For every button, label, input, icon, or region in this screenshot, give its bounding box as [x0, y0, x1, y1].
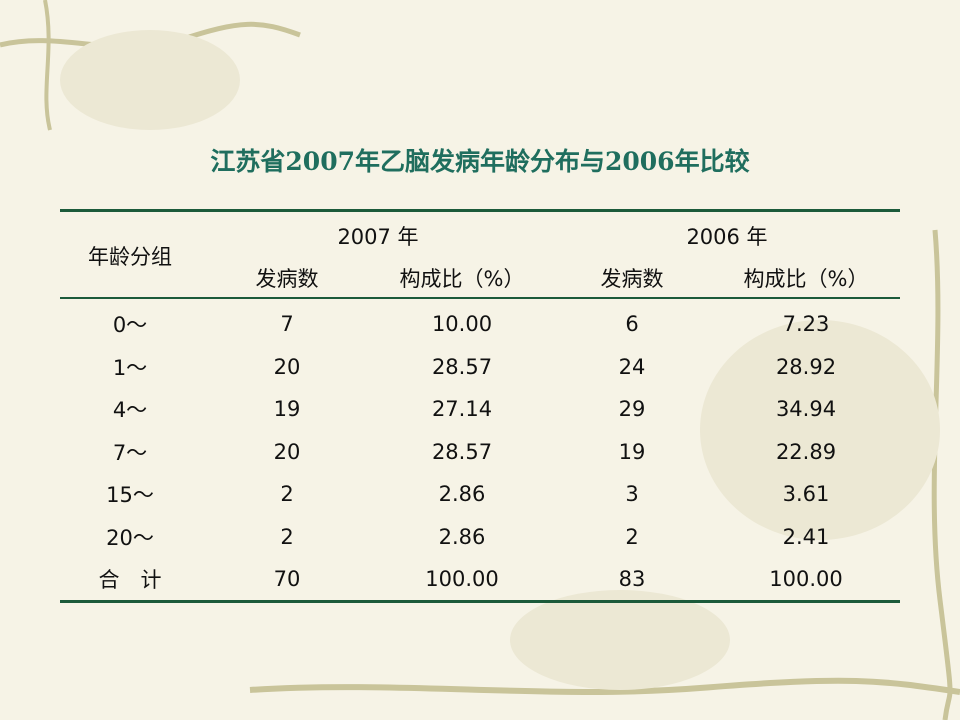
table-cell: 83: [618, 567, 646, 591]
table-cell: 19: [618, 439, 646, 464]
table-cell: 7.23: [782, 312, 830, 336]
table-cell: 7: [280, 312, 294, 336]
table-cell: 27.14: [431, 397, 493, 421]
sub-header: 构成比（%）: [743, 267, 869, 291]
flower-shadow: [60, 30, 240, 130]
table-cell: 28.92: [775, 354, 837, 379]
table-cell: 24: [618, 354, 646, 379]
table-cell: 2.86: [438, 524, 486, 549]
vine: [931, 229, 953, 720]
group-header: 2007 年: [337, 225, 419, 249]
age-group: 1～: [112, 355, 148, 380]
slide-title: 江苏省2007年乙脑发病年龄分布与2006年比较: [210, 147, 750, 176]
sub-header: 发病数: [255, 267, 319, 291]
table-cell: 22.89: [775, 439, 837, 464]
table-cell: 2: [625, 524, 639, 549]
table-header-rule: [60, 297, 900, 299]
table-cell: 2.86: [438, 482, 486, 506]
group-header: 2006 年: [686, 225, 768, 249]
age-group: 0～: [112, 313, 148, 337]
table-cell: 100.00: [769, 567, 843, 591]
sub-header: 构成比（%）: [399, 267, 525, 291]
age-group: 4～: [112, 398, 148, 422]
table-cell: 3.61: [782, 482, 830, 506]
table-cell: 2: [280, 482, 294, 506]
age-group: 20～: [106, 525, 154, 550]
table-cell: 10.00: [431, 312, 493, 336]
table-bottom-rule: [60, 600, 900, 603]
age-header: 年龄分组: [88, 245, 172, 269]
vine: [43, 0, 52, 131]
age-group: 7～: [112, 440, 148, 465]
table-cell: 20: [273, 439, 301, 464]
flower-shadow: [510, 590, 730, 690]
table-cell: 6: [625, 312, 639, 336]
flower-shadow: [700, 320, 940, 540]
table-cell: 19: [273, 397, 301, 421]
table-cell: 70: [273, 567, 301, 591]
vine: [249, 677, 960, 695]
table-top-rule: [60, 209, 900, 212]
table-cell: 29: [618, 397, 646, 421]
table-cell: 2: [280, 524, 294, 549]
age-group: 合 计: [98, 568, 162, 592]
table-cell: 28.57: [431, 439, 493, 464]
sub-header: 发病数: [600, 267, 664, 291]
age-group: 15～: [106, 483, 154, 507]
table-cell: 100.00: [425, 567, 499, 591]
table-cell: 20: [273, 354, 301, 379]
table-cell: 3: [625, 482, 639, 506]
table-cell: 2.41: [782, 524, 830, 549]
table-cell: 28.57: [431, 354, 493, 379]
table-cell: 34.94: [775, 397, 837, 421]
